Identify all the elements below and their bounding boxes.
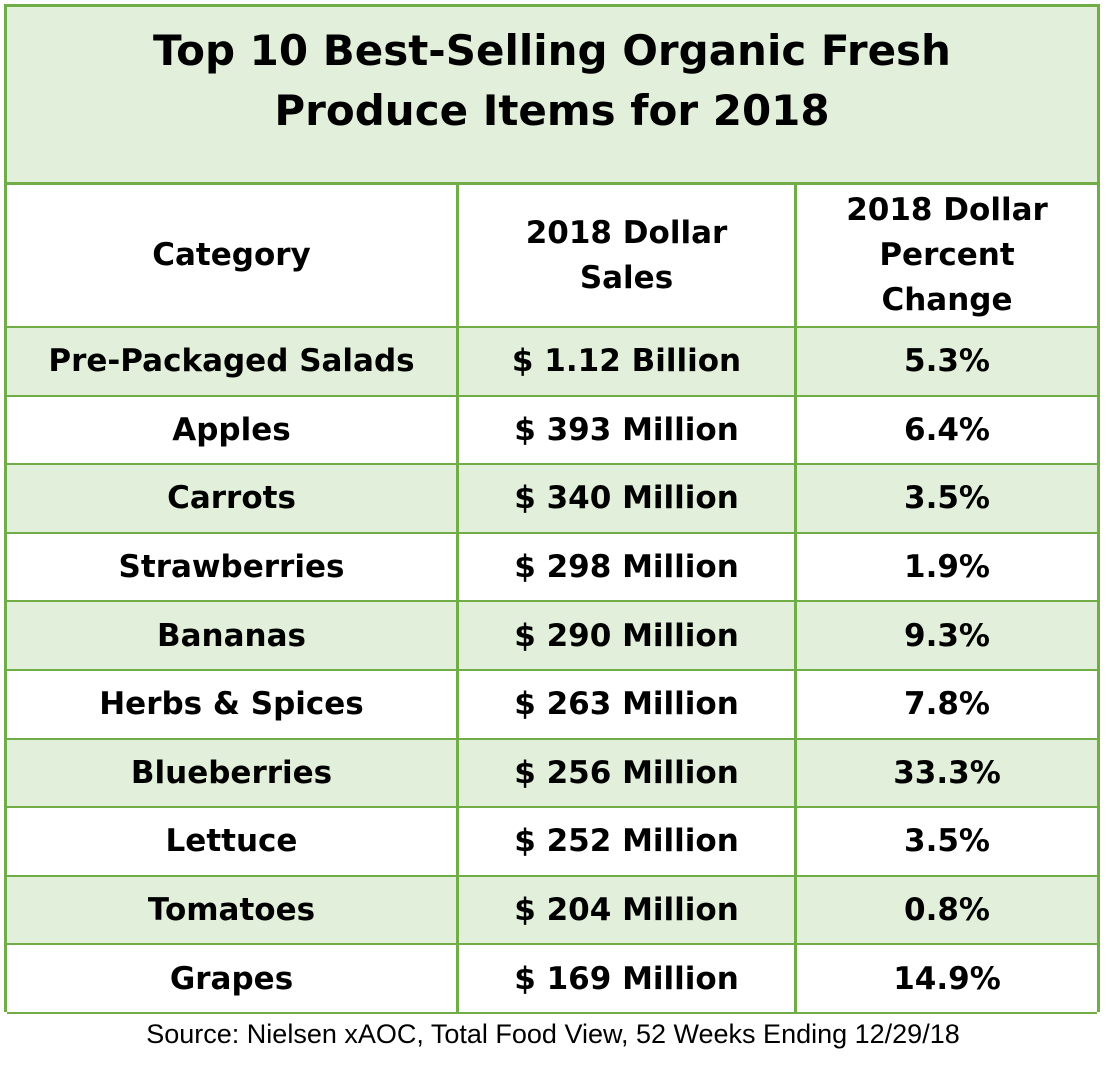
table-row: Strawberries $ 298 Million 1.9% <box>7 533 1097 603</box>
cell-category: Tomatoes <box>147 892 316 929</box>
cell-sales: $ 393 Million <box>456 396 794 464</box>
table-row: Pre-Packaged Salads $ 1.12 Billion 5.3% <box>7 328 1097 397</box>
header-change-line-3: Change <box>881 282 1013 318</box>
cell-category: Grapes <box>169 960 294 997</box>
cell-category: Strawberries <box>118 549 345 586</box>
cell-sales: $ 340 Million <box>456 465 794 532</box>
table-row: Lettuce $ 252 Million 3.5% <box>7 808 1097 877</box>
header-change-line-2: Percent <box>879 237 1015 273</box>
header-change-line-1: 2018 Dollar <box>846 192 1048 228</box>
cell-sales: $ 252 Million <box>456 808 794 875</box>
cell-sales: $ 1.12 Billion <box>456 328 794 395</box>
cell-change: 0.8% <box>794 876 1097 944</box>
cell-change: 1.9% <box>794 533 1097 601</box>
cell-sales: $ 298 Million <box>456 533 794 601</box>
cell-category: Apples <box>172 411 291 448</box>
table-row: Blueberries $ 256 Million 33.3% <box>7 739 1097 809</box>
cell-change: 7.8% <box>794 671 1097 738</box>
table-title: Top 10 Best-Selling Organic Fresh Produc… <box>7 7 1097 185</box>
cell-change: 14.9% <box>794 945 1097 1012</box>
table-row: Carrots $ 340 Million 3.5% <box>7 465 1097 534</box>
cell-change: 3.5% <box>794 808 1097 875</box>
cell-sales: $ 256 Million <box>456 739 794 807</box>
cell-change: 5.3% <box>794 328 1097 395</box>
cell-category: Pre-Packaged Salads <box>48 343 415 380</box>
title-line-2: Produce Items for 2018 <box>274 86 830 135</box>
header-sales-line-1: 2018 Dollar <box>525 214 728 251</box>
header-sales: 2018 Dollar Sales <box>456 185 794 326</box>
cell-change: 3.5% <box>794 465 1097 532</box>
header-sales-line-2: Sales <box>579 259 674 296</box>
table-row: Apples $ 393 Million 6.4% <box>7 396 1097 466</box>
source-note: Source: Nielsen xAOC, Total Food View, 5… <box>146 1019 960 1049</box>
cell-category: Blueberries <box>130 754 333 791</box>
cell-sales: $ 204 Million <box>456 876 794 944</box>
cell-sales: $ 263 Million <box>456 671 794 738</box>
produce-table: Top 10 Best-Selling Organic Fresh Produc… <box>4 4 1100 1014</box>
cell-category: Carrots <box>167 480 296 517</box>
cell-category: Bananas <box>157 617 306 654</box>
header-row: Category 2018 Dollar Sales 2018 Dollar P… <box>7 185 1097 328</box>
cell-category: Herbs & Spices <box>99 686 364 723</box>
header-change: 2018 Dollar Percent Change <box>794 185 1097 326</box>
header-category-label: Category <box>152 237 311 273</box>
table-row: Grapes $ 169 Million 14.9% <box>7 945 1097 1014</box>
table-row: Tomatoes $ 204 Million 0.8% <box>7 876 1097 946</box>
table-row: Bananas $ 290 Million 9.3% <box>7 602 1097 671</box>
cell-category: Lettuce <box>165 823 298 860</box>
table-row: Herbs & Spices $ 263 Million 7.8% <box>7 671 1097 740</box>
header-category: Category <box>7 185 456 326</box>
cell-change: 9.3% <box>794 602 1097 669</box>
cell-change: 33.3% <box>794 739 1097 807</box>
title-line-1: Top 10 Best-Selling Organic Fresh <box>153 26 951 75</box>
cell-sales: $ 169 Million <box>456 945 794 1012</box>
cell-change: 6.4% <box>794 396 1097 464</box>
cell-sales: $ 290 Million <box>456 602 794 669</box>
